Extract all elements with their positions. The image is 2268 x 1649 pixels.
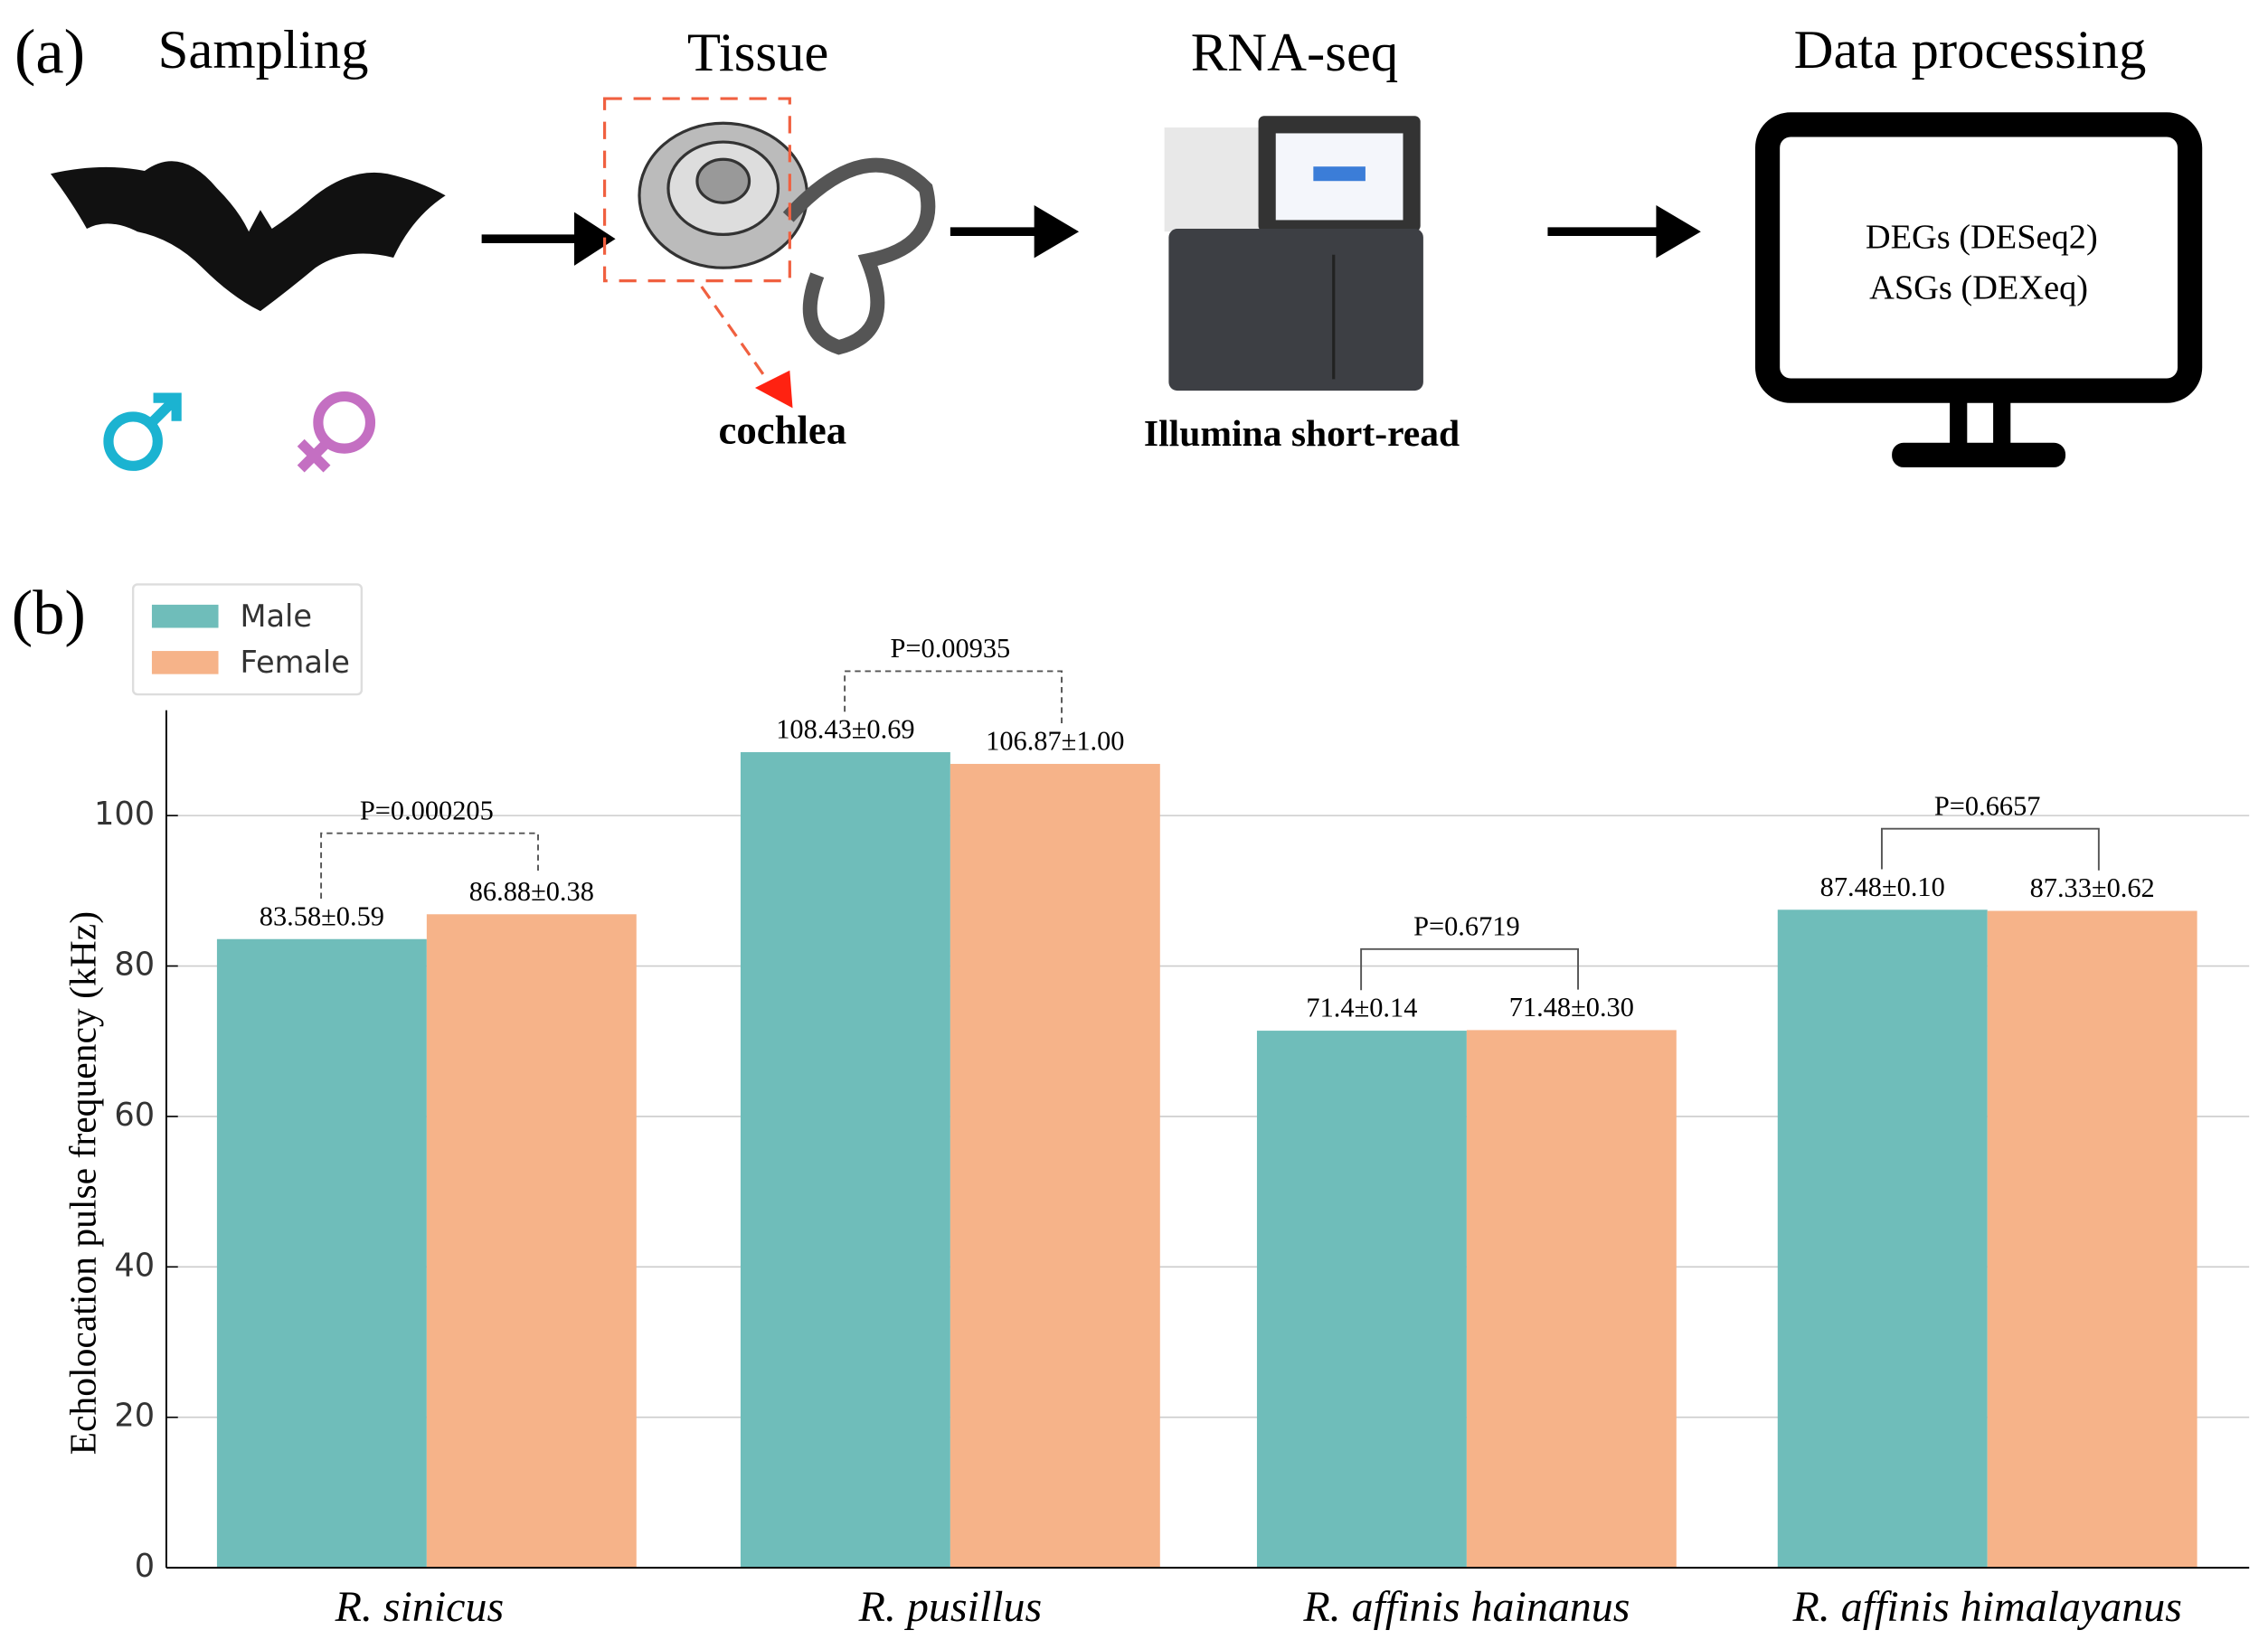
panel-a: (a) Sampling Tissue RNA-seq Data process… (14, 16, 2203, 473)
p-value: P=0.6719 (1413, 910, 1520, 941)
caption: cochlea (718, 407, 846, 452)
x-tick-label: R. affinis hainanus (1302, 1583, 1630, 1631)
value-label: 87.48±0.10 (1820, 872, 1945, 902)
bar (1987, 910, 2197, 1569)
monitor-icon (1754, 112, 2203, 467)
y-tick-label: 100 (94, 796, 155, 833)
female-symbol (297, 391, 376, 473)
y-tick-label: 80 (114, 947, 155, 984)
p-value: P=0.00935 (890, 633, 1010, 664)
bat-icon (50, 161, 446, 312)
value-label: 71.48±0.30 (1509, 992, 1634, 1022)
cochlea-icon (602, 97, 936, 409)
legend-swatch (151, 651, 219, 674)
y-tick-label: 60 (114, 1097, 155, 1134)
p-bracket (1360, 947, 1580, 991)
p-value: P=0.000205 (360, 795, 494, 825)
sequencer-icon (1164, 116, 1423, 391)
x-tick-label: R. affinis himalayanus (1792, 1583, 2182, 1631)
bar (740, 751, 950, 1569)
arrows (481, 205, 1701, 266)
x-tick-label: R. pusillus (858, 1583, 1043, 1631)
step-title: Sampling (158, 20, 369, 80)
legend-swatch (151, 604, 219, 628)
bar (1256, 1031, 1467, 1569)
male-symbol (103, 392, 182, 471)
screen-text: DEGs (DESeq2) (1866, 219, 2098, 257)
value-label: 87.33±0.62 (2030, 872, 2155, 903)
screen-text: ASGs (DEXeq) (1869, 269, 2088, 307)
bar (216, 938, 427, 1569)
bar (950, 763, 1160, 1569)
value-label: 108.43±0.69 (776, 714, 914, 745)
bar (1466, 1030, 1677, 1569)
step-title: Tissue (687, 23, 829, 83)
value-label: 106.87±1.00 (986, 726, 1124, 757)
y-tick-label: 0 (135, 1548, 155, 1585)
step-title: RNA-seq (1191, 23, 1399, 83)
p-bracket (320, 832, 539, 899)
legend-label: Female (241, 645, 350, 680)
value-label: 86.88±0.38 (469, 876, 594, 907)
y-tick-label: 20 (114, 1398, 155, 1435)
y-tick-label: 40 (114, 1247, 155, 1284)
y-axis-label: Echolocation pulse frequency (kHz) (62, 911, 105, 1455)
panel-label: (a) (14, 16, 85, 87)
value-label: 83.58±0.59 (260, 900, 384, 931)
bar (1777, 909, 1988, 1569)
panel-label: (b) (12, 578, 86, 648)
p-value: P=0.6657 (1934, 790, 2041, 821)
legend-label: Male (241, 598, 313, 634)
caption: Illumina short-read (1144, 412, 1460, 454)
p-bracket (844, 670, 1063, 724)
bar (426, 914, 637, 1569)
p-bracket (1880, 827, 2100, 871)
value-label: 71.4±0.14 (1306, 993, 1417, 1023)
step-title: Data processing (1794, 20, 2147, 80)
x-tick-label: R. sinicus (335, 1583, 505, 1631)
